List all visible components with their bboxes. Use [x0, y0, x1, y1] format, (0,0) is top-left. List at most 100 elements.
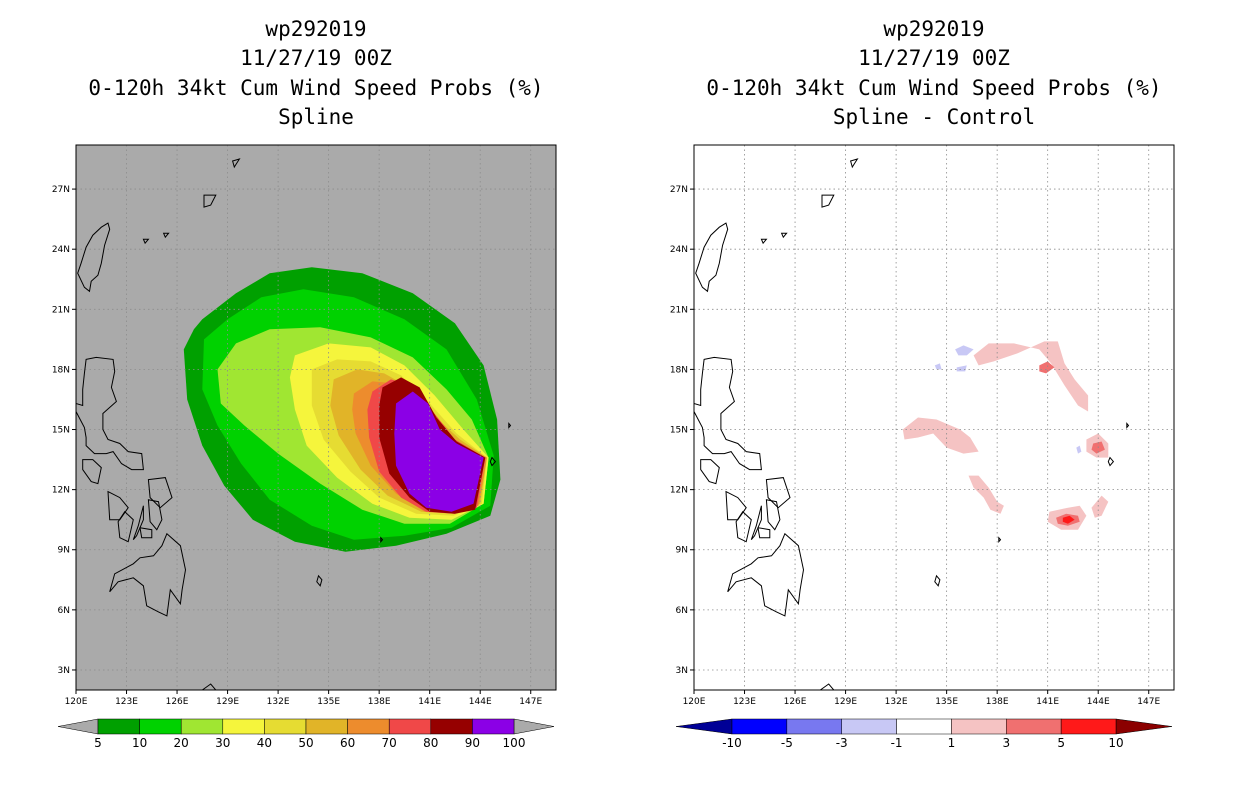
right-coastline-cebu: [750, 505, 762, 541]
right-colorbar-label-3: 3: [1002, 736, 1010, 750]
left-lat-label-9N: 9N: [58, 546, 70, 556]
left-lon-label-138E: 138E: [368, 697, 391, 707]
right-coastline-yap: [998, 536, 1002, 544]
right-colorbar-swatch-3: [896, 718, 952, 735]
right-coastline-samar: [765, 477, 791, 509]
right-lat-label-21N: 21N: [670, 305, 688, 315]
left-coastline-leyte: [147, 499, 163, 531]
left-lat-label-6N: 6N: [58, 606, 70, 616]
left-colorbar-swatch-4: [264, 718, 307, 735]
right-lat-label-18N: 18N: [670, 365, 688, 375]
left-colorbar-swatch-5: [305, 718, 348, 735]
right-coastline-bohol: [757, 527, 771, 539]
diff-contour-3-6: [1039, 361, 1055, 374]
right-lat-label-3N: 3N: [676, 666, 688, 676]
right-lon-label-135E: 135E: [935, 697, 958, 707]
right-coastline-halmahera: [819, 683, 835, 690]
left-lat-label-15N: 15N: [52, 426, 70, 436]
right-lat-label-12N: 12N: [670, 486, 688, 496]
right-coastline-ryukyu-north: [849, 158, 859, 169]
diff-contour--1-10: [955, 345, 974, 356]
right-lon-label-147E: 147E: [1137, 697, 1160, 707]
right-colorbar-label-1: 1: [948, 736, 956, 750]
right-map-frame: [693, 144, 1175, 691]
right-coastline-leyte: [765, 499, 781, 531]
left-coastline-ishigaki: [142, 238, 150, 245]
right-lon-label-129E: 129E: [834, 697, 857, 707]
left-lon-label-135E: 135E: [317, 697, 340, 707]
right-coastline-saipan: [1126, 422, 1130, 429]
left-lon-label-144E: 144E: [469, 697, 492, 707]
right-lat-label-27N: 27N: [670, 185, 688, 195]
right-colorbar-swatch-1: [786, 718, 842, 735]
left-lat-label-12N: 12N: [52, 486, 70, 496]
left-colorbar-swatch-6: [347, 718, 390, 735]
left-colorbar-label-90: 90: [465, 736, 480, 750]
left-coastline-ryukyu-islet: [162, 232, 170, 239]
left-lon-label-132E: 132E: [267, 697, 290, 707]
right-colorbar-swatch-2: [841, 718, 897, 735]
right-lon-label-141E: 141E: [1036, 697, 1059, 707]
left-title-date: 11/27/19 00Z: [240, 46, 392, 70]
right-colorbar-low-arrow: [675, 718, 733, 735]
right-title-date: 11/27/19 00Z: [858, 46, 1010, 70]
left-lon-label-123E: 123E: [115, 697, 138, 707]
left-lon-label-141E: 141E: [418, 697, 441, 707]
right-coastline-taiwan: [695, 222, 729, 293]
left-coastline-okinawa: [203, 194, 217, 208]
left-coastline-guam: [489, 456, 497, 467]
right-colorbar-swatch-6: [1060, 718, 1117, 735]
right-lon-label-132E: 132E: [885, 697, 908, 707]
right-colorbar: -10 -5 -3 -1 1 3 5 10: [675, 718, 1173, 750]
left-lat-label-24N: 24N: [52, 245, 70, 255]
left-colorbar-swatch-2: [180, 718, 224, 735]
right-colorbar-label--1: -1: [891, 736, 903, 750]
left-lon-label-126E: 126E: [166, 697, 189, 707]
right-lon-label-120E: 120E: [683, 697, 706, 707]
right-coastline-negros: [735, 510, 752, 543]
left-colorbar-label-5: 5: [94, 736, 102, 750]
right-colorbar-swatch-5: [1006, 718, 1062, 735]
right-title-storm: wp292019: [883, 17, 985, 41]
right-coastline-ishigaki: [760, 238, 768, 245]
right-title-product: 0-120h 34kt Cum Wind Speed Probs (%): [706, 76, 1162, 100]
right-lat-label-6N: 6N: [676, 606, 688, 616]
left-coastline-cebu: [132, 505, 144, 541]
left-colorbar-label-100: 100: [503, 736, 526, 750]
left-colorbar-label-20: 20: [174, 736, 189, 750]
left-colorbar-label-50: 50: [298, 736, 313, 750]
left-colorbar-label-80: 80: [423, 736, 438, 750]
diff-contour-1-3: [968, 475, 1004, 514]
right-gridlines: [694, 145, 1174, 690]
left-coastline-halmahera: [201, 683, 217, 690]
diff-contour--1-12: [934, 363, 942, 370]
right-coastline-mindoro: [700, 459, 720, 485]
left-coastline-bohol: [139, 527, 153, 539]
left-lat-label-21N: 21N: [52, 305, 70, 315]
right-colorbar-label-10: 10: [1108, 736, 1123, 750]
left-lon-label-147E: 147E: [519, 697, 542, 707]
left-coastline-yap: [380, 536, 384, 544]
left-coastline-palau: [316, 574, 323, 587]
right-coastline-luzon: [694, 356, 762, 471]
right-coastline-palau: [934, 574, 941, 587]
left-title-block: wp292019 11/27/19 00Z 0-120h 34kt Cum Wi…: [76, 15, 556, 132]
right-difference-map: 120E 123E 126E 129E 132E 135E 138E 141E 144E 147E…: [670, 144, 1175, 707]
left-colorbar-label-10: 10: [132, 736, 147, 750]
left-coastline-samar: [147, 477, 173, 509]
right-map-background: [694, 145, 1174, 690]
right-colorbar-label--3: -3: [836, 736, 848, 750]
left-colorbar-label-40: 40: [257, 736, 272, 750]
left-title-storm: wp292019: [265, 17, 367, 41]
right-colorbar-swatch-4: [951, 718, 1007, 735]
left-colorbar-swatch-3: [222, 718, 265, 735]
left-lat-label-3N: 3N: [58, 666, 70, 676]
left-map-frame: [75, 144, 557, 691]
left-title-method: Spline: [278, 105, 354, 129]
left-title-product: 0-120h 34kt Cum Wind Speed Probs (%): [88, 76, 544, 100]
left-colorbar-label-70: 70: [382, 736, 397, 750]
right-lat-label-9N: 9N: [676, 546, 688, 556]
left-colorbar-swatch-9: [472, 718, 515, 735]
right-colorbar-label-5: 5: [1057, 736, 1065, 750]
right-coastline-okinawa: [821, 194, 835, 208]
